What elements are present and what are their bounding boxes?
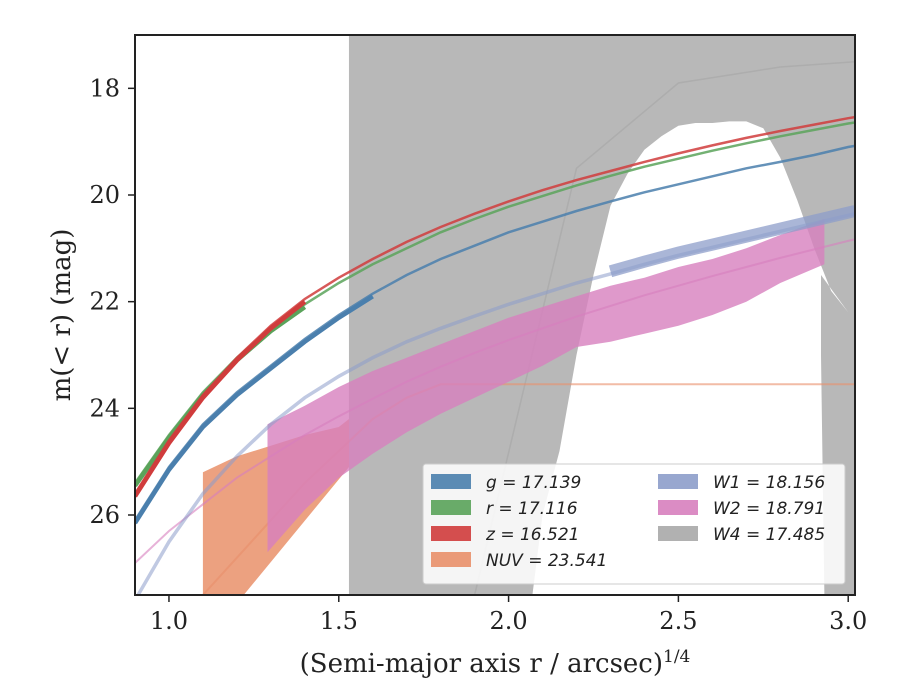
legend-swatch	[431, 552, 471, 567]
x-tick-label: 1.5	[320, 607, 358, 635]
y-tick-label: 20	[89, 181, 120, 209]
legend-swatch	[658, 474, 698, 489]
x-tick-label: 2.5	[659, 607, 697, 635]
y-tick-label: 26	[89, 501, 120, 529]
legend-entry: W4 = 17.485	[713, 525, 825, 545]
legend-entry: W1 = 18.156	[713, 473, 825, 493]
legend-swatch	[431, 526, 471, 541]
legend-entry: g = 17.139	[486, 473, 581, 493]
x-tick-label: 2.0	[489, 607, 527, 635]
legend-swatch	[658, 500, 698, 515]
y-tick-label: 18	[89, 74, 120, 102]
legend-box	[422, 463, 846, 585]
legend-entry: r = 17.116	[486, 499, 578, 519]
legend-entry: z = 16.521	[485, 525, 579, 545]
legend-entry: NUV = 23.541	[486, 551, 607, 571]
y-axis-label: m(< r) (mag)	[47, 229, 77, 402]
w1-band	[608, 205, 855, 278]
legend-swatch	[658, 526, 698, 541]
g-line-thick	[135, 294, 374, 525]
legend: g = 17.139 r = 17.116 z = 16.521 NUV = 23.5…	[422, 463, 846, 585]
legend-swatch	[431, 500, 471, 515]
x-tick-label: 3.0	[829, 607, 867, 635]
z-line-thick	[135, 299, 307, 498]
w2-line	[135, 238, 855, 564]
x-axis-label: (Semi-major axis r / arcsec)1/4	[300, 647, 691, 679]
w2-band	[267, 219, 825, 553]
legend-entry: W2 = 18.791	[713, 499, 825, 519]
plot-frame	[134, 34, 856, 596]
y-tick-label: 22	[89, 288, 120, 316]
x-tick-label: 1.0	[150, 607, 188, 635]
x-axis-label-exponent: 1/4	[663, 647, 690, 667]
y-tick-label: 24	[89, 394, 120, 422]
legend-swatch	[431, 474, 471, 489]
axes: 1.0 1.5 2.0 2.5 3.0 18 20 22 24 26	[89, 34, 867, 635]
